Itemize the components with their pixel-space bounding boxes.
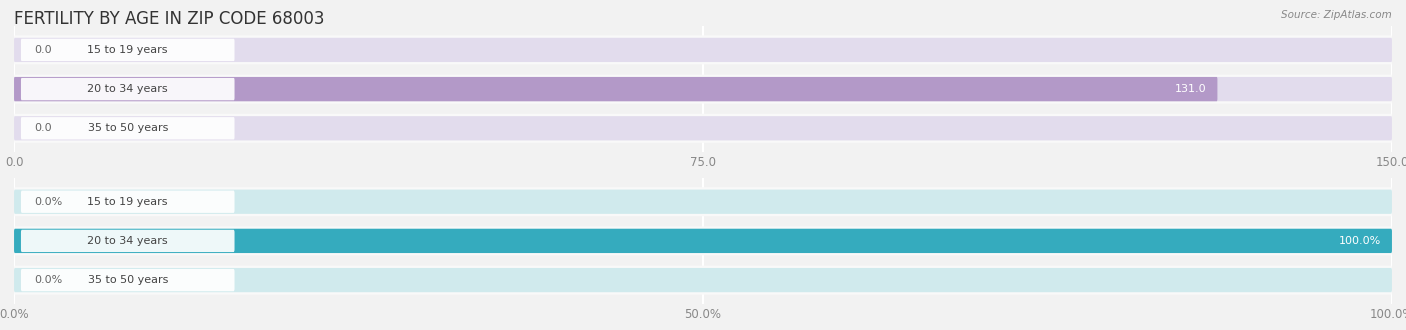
FancyBboxPatch shape [14, 38, 1392, 62]
Text: 20 to 34 years: 20 to 34 years [87, 236, 169, 246]
Text: 15 to 19 years: 15 to 19 years [87, 197, 167, 207]
FancyBboxPatch shape [21, 78, 235, 100]
Text: 0.0: 0.0 [35, 123, 52, 133]
FancyBboxPatch shape [14, 77, 1392, 101]
Text: FERTILITY BY AGE IN ZIP CODE 68003: FERTILITY BY AGE IN ZIP CODE 68003 [14, 10, 325, 28]
Text: Source: ZipAtlas.com: Source: ZipAtlas.com [1281, 10, 1392, 20]
FancyBboxPatch shape [21, 230, 235, 252]
FancyBboxPatch shape [14, 266, 1392, 295]
Text: 100.0%: 100.0% [1339, 236, 1381, 246]
Text: 20 to 34 years: 20 to 34 years [87, 84, 169, 94]
FancyBboxPatch shape [14, 77, 1218, 101]
FancyBboxPatch shape [14, 268, 1392, 292]
Text: 15 to 19 years: 15 to 19 years [87, 45, 167, 55]
FancyBboxPatch shape [14, 75, 1392, 104]
FancyBboxPatch shape [14, 229, 1392, 253]
Text: 35 to 50 years: 35 to 50 years [87, 123, 167, 133]
FancyBboxPatch shape [14, 187, 1392, 216]
FancyBboxPatch shape [14, 114, 1392, 143]
Text: 131.0: 131.0 [1175, 84, 1206, 94]
Text: 0.0: 0.0 [35, 45, 52, 55]
FancyBboxPatch shape [14, 189, 1392, 214]
FancyBboxPatch shape [21, 117, 235, 140]
FancyBboxPatch shape [21, 39, 235, 61]
FancyBboxPatch shape [14, 116, 1392, 141]
Text: 0.0%: 0.0% [35, 275, 63, 285]
FancyBboxPatch shape [21, 269, 235, 291]
Text: 0.0%: 0.0% [35, 197, 63, 207]
Text: 35 to 50 years: 35 to 50 years [87, 275, 167, 285]
FancyBboxPatch shape [14, 229, 1392, 253]
FancyBboxPatch shape [21, 190, 235, 213]
FancyBboxPatch shape [14, 226, 1392, 255]
FancyBboxPatch shape [14, 35, 1392, 64]
